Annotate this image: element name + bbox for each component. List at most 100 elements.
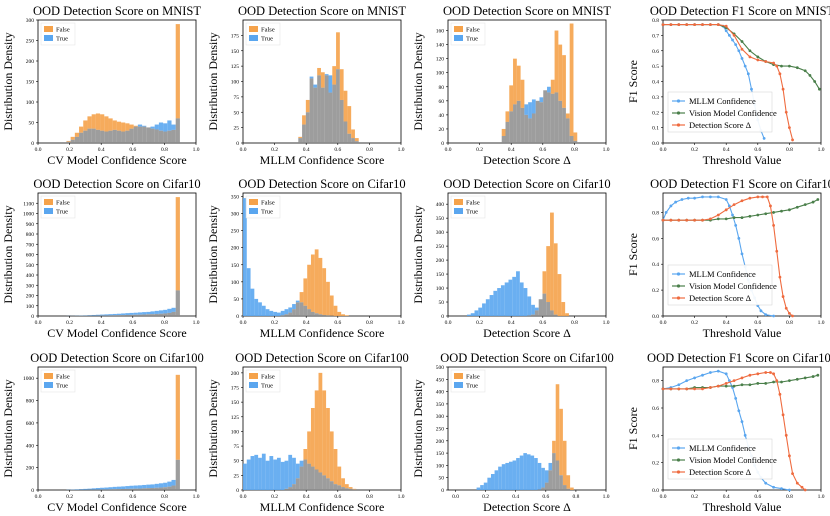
histogram-bar-overlap <box>66 141 71 143</box>
x-tick-label: 0.6 <box>129 494 136 500</box>
y-tick-label: 120 <box>436 57 445 63</box>
y-axis-label: Distribution Density <box>206 32 220 130</box>
point-detection-score-delta <box>781 295 785 298</box>
point-mllm-confidence <box>750 87 753 91</box>
histogram-bar-overlap <box>324 75 329 143</box>
histogram-bar-true <box>299 460 304 467</box>
y-tick-label: 0 <box>441 141 444 147</box>
x-tick-label: 0.4 <box>98 320 105 326</box>
point-vision-model-confidence <box>811 200 815 204</box>
histogram-bar-overlap <box>175 459 180 490</box>
point-detection-score-delta <box>756 372 760 376</box>
x-tick-label: 0.6 <box>754 147 761 153</box>
point-detection-score-delta <box>778 275 782 279</box>
histogram-bar-overlap <box>516 100 521 143</box>
histogram-bar-true <box>534 307 539 311</box>
y-axis-label: Distribution Density <box>1 379 15 477</box>
point-detection-score-delta <box>791 314 794 318</box>
legend-label-false: False <box>56 200 70 207</box>
y-tick-label: 0.0 <box>652 141 659 147</box>
histogram-bar-overlap <box>552 453 556 490</box>
histogram-bar-overlap <box>307 309 311 316</box>
histogram-bar-overlap <box>351 138 355 143</box>
x-tick-label: 0.6 <box>334 494 341 500</box>
histogram-bar-overlap <box>284 488 289 490</box>
point-vision-model-confidence <box>764 382 768 385</box>
histogram-bar-overlap <box>527 315 532 316</box>
x-tick-label: 0.2 <box>66 147 73 153</box>
histogram-bar-overlap <box>336 69 340 143</box>
x-tick-label: 1.0 <box>398 494 405 500</box>
histogram-bar-overlap <box>137 126 143 143</box>
point-detection-score-delta <box>732 379 736 383</box>
legend-swatch-true <box>249 382 258 388</box>
point-mllm-confidence <box>693 196 696 200</box>
point-mllm-confidence <box>724 29 728 33</box>
legend-label-false: False <box>261 200 275 207</box>
y-tick-label: 300 <box>26 283 35 289</box>
legend-label-true: True <box>56 36 68 43</box>
histogram-bar-false <box>550 79 555 94</box>
point-vision-model-confidence <box>772 380 775 384</box>
x-tick-label: 0.0 <box>35 494 42 500</box>
x-axis-label: MLLM Confidence Score <box>260 326 385 340</box>
histogram-bar-true <box>288 454 293 488</box>
histogram-bar-false <box>87 116 92 129</box>
histogram-bar-overlap <box>562 485 567 490</box>
legend-box <box>667 438 773 480</box>
histogram-bar-true <box>490 474 495 490</box>
x-tick-label: 0.4 <box>723 320 730 326</box>
chart-panel-4: OOD Detection F1 Score on MNIST Threshold… <box>626 4 830 167</box>
point-vision-model-confidence <box>772 211 775 214</box>
chart-panel-11: OOD Detection Score on Cifar100 Detection… <box>411 351 614 514</box>
histogram-bar-false <box>100 114 105 131</box>
point-detection-score-delta <box>772 223 775 227</box>
histogram-bar-overlap <box>158 313 164 316</box>
y-tick-label: 200 <box>231 246 240 252</box>
x-tick-label: 0.0 <box>445 320 452 326</box>
histogram-bar-overlap <box>171 485 176 490</box>
histogram-bar-false <box>310 408 315 467</box>
histogram-bar-overlap <box>142 488 147 490</box>
histogram-bar-overlap <box>544 482 549 490</box>
histogram-bar-overlap <box>108 489 113 490</box>
y-tick-label: 800 <box>26 399 35 405</box>
y-tick-label: 150 <box>436 451 445 457</box>
y-tick-label: 0.2 <box>652 110 659 116</box>
histogram-bar-false <box>565 313 569 316</box>
histogram-bar-overlap <box>104 315 109 316</box>
legend-label-true: True <box>56 383 68 390</box>
x-tick-label: 0.6 <box>129 320 136 326</box>
histogram-bar-overlap <box>163 487 168 490</box>
histogram-bar-true <box>512 460 517 490</box>
histogram-bar-overlap <box>573 140 578 143</box>
histogram-bar-overlap <box>347 133 352 143</box>
y-tick-label: 0.0 <box>652 488 659 494</box>
legend-marker-vision-model-confidence <box>676 284 681 288</box>
histogram-bar-overlap <box>559 475 563 490</box>
histogram-bar-overlap <box>137 488 143 490</box>
point-detection-score-delta <box>775 379 779 383</box>
histogram-bar-true <box>487 477 491 490</box>
legend-label-mllm-confidence: MLLM Confidence <box>689 96 756 106</box>
histogram-bar-true <box>150 126 155 129</box>
x-tick-label: 0.4 <box>303 494 310 500</box>
y-tick-label: 150 <box>26 80 35 86</box>
y-tick-label: 50 <box>29 121 35 127</box>
y-tick-label: 250 <box>231 229 240 235</box>
legend-box <box>667 264 773 306</box>
y-tick-label: 300 <box>231 212 240 218</box>
y-tick-label: 400 <box>436 202 445 208</box>
point-detection-score-delta <box>669 218 673 222</box>
histogram-bar-true <box>474 310 479 316</box>
point-mllm-confidence <box>788 488 791 492</box>
point-vision-model-confidence <box>724 217 728 221</box>
point-detection-score-delta <box>716 23 720 27</box>
histogram-bar-overlap <box>137 314 143 316</box>
legend-label-detection-score-delta: Detection Score Δ <box>689 120 752 130</box>
point-vision-model-confidence <box>788 208 791 212</box>
histogram-bar-true <box>476 487 481 490</box>
chart-title: OOD Detection Score on Cifar100 <box>440 351 614 365</box>
x-tick-label: 0.6 <box>129 147 136 153</box>
